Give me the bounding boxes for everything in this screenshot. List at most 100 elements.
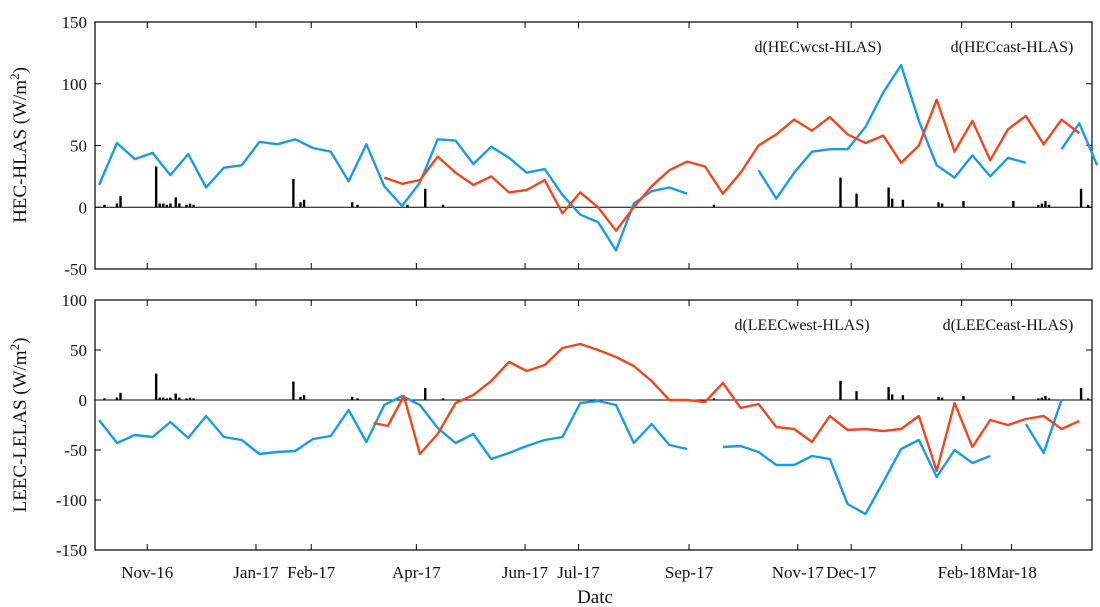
bar-top-33 bbox=[1044, 201, 1047, 208]
bar-bottom-24 bbox=[887, 387, 890, 400]
y-axis-title-main: LEEC-LELAS (W/m bbox=[10, 350, 31, 512]
y-tick-label-bottom-3: 0 bbox=[79, 391, 88, 410]
bar-bottom-15 bbox=[302, 395, 306, 400]
annotation-top-0: d(HECwcst-HLAS) bbox=[754, 39, 881, 56]
bar-top-4 bbox=[158, 203, 161, 208]
panel-top-hec-hlas: -50 0 50 100 150 d(HECwcst-HLAS) d(HECcast-HLA… bbox=[7, 13, 1099, 279]
bar-bottom-30 bbox=[1012, 396, 1015, 400]
series-east-bottom-segment-0 bbox=[373, 342, 1080, 473]
bar-bottom-23 bbox=[855, 391, 858, 400]
bar-bottom-1 bbox=[115, 397, 119, 400]
annotation-top-1: d(HECcast-HLAS) bbox=[951, 39, 1074, 56]
y-tick-label-bottom-1: -100 bbox=[56, 491, 87, 510]
y-axis-title-bottom: LEEC-LELAS (W/m2) bbox=[7, 338, 31, 513]
y-axis-title-end: ) bbox=[10, 67, 31, 73]
annotation-bottom-0: d(LEECwest-HLAS) bbox=[734, 317, 869, 334]
bar-bottom-20 bbox=[441, 398, 445, 400]
bar-top-36 bbox=[1087, 204, 1090, 208]
bar-bottom-26 bbox=[901, 395, 905, 400]
bar-bottom-28 bbox=[940, 397, 944, 400]
bar-bottom-25 bbox=[890, 394, 894, 400]
bar-top-34 bbox=[1047, 204, 1051, 208]
bar-bottom-27 bbox=[937, 396, 940, 400]
bar-bottom-21 bbox=[712, 398, 716, 400]
annotation-bottom-1: d(LEECeast-HLAS) bbox=[943, 317, 1074, 334]
bar-top-2 bbox=[119, 196, 122, 208]
bar-top-9 bbox=[178, 203, 181, 208]
bar-top-18 bbox=[406, 204, 409, 208]
bar-top-22 bbox=[839, 177, 842, 208]
plot-frame-bottom bbox=[94, 299, 1093, 551]
y-tick-label-top-4: 150 bbox=[62, 13, 88, 32]
bar-bottom-16 bbox=[350, 396, 354, 400]
bar-top-14 bbox=[299, 202, 302, 208]
x-tick-label-0: Nov-16 bbox=[121, 563, 173, 582]
bar-top-13 bbox=[292, 178, 295, 208]
y-tick-label-top-3: 100 bbox=[62, 75, 88, 94]
bar-bottom-12 bbox=[192, 398, 195, 400]
bar-top-31 bbox=[1037, 204, 1040, 208]
bar-bottom-4 bbox=[158, 397, 161, 400]
bar-bottom-34 bbox=[1047, 398, 1051, 400]
bar-top-3 bbox=[154, 166, 158, 208]
bar-top-1 bbox=[115, 203, 119, 208]
x-tick-label-2: Feb-17 bbox=[287, 563, 336, 582]
x-tick-label-7: Nov-17 bbox=[772, 563, 824, 582]
x-tick-label-5: Jul-17 bbox=[557, 563, 600, 582]
bar-top-19 bbox=[424, 188, 427, 208]
y-tick-label-top-2: 50 bbox=[70, 137, 87, 156]
series-west-top-segment-0 bbox=[97, 138, 688, 252]
series-west-top-segment-2 bbox=[1060, 122, 1099, 166]
x-tick-label-8: Dec-17 bbox=[826, 563, 877, 582]
bar-bottom-19 bbox=[424, 388, 427, 400]
bar-bottom-17 bbox=[356, 398, 359, 400]
x-tick-label-4: Jun-17 bbox=[502, 563, 549, 582]
x-tick-label-6: Sep-17 bbox=[665, 563, 714, 582]
plot-frame-top bbox=[94, 21, 1093, 270]
series-west-bottom-segment-2 bbox=[1024, 399, 1063, 455]
bar-top-8 bbox=[174, 197, 177, 208]
y-tick-label-bottom-4: 50 bbox=[70, 341, 87, 360]
bar-top-20 bbox=[441, 204, 445, 208]
bar-bottom-13 bbox=[292, 381, 295, 400]
bar-top-30 bbox=[1012, 201, 1015, 208]
bar-bottom-22 bbox=[839, 380, 842, 400]
bar-bottom-8 bbox=[174, 393, 177, 400]
bar-bottom-32 bbox=[1040, 397, 1044, 400]
bar-top-21 bbox=[712, 204, 716, 208]
bar-top-32 bbox=[1040, 203, 1044, 208]
bar-top-11 bbox=[188, 203, 192, 208]
bar-bottom-14 bbox=[299, 396, 302, 400]
bar-bottom-5 bbox=[162, 397, 165, 400]
bar-top-35 bbox=[1079, 188, 1083, 208]
bar-bottom-29 bbox=[962, 396, 965, 400]
bar-bottom-3 bbox=[154, 373, 158, 400]
bar-top-0 bbox=[103, 204, 106, 208]
bar-bottom-10 bbox=[185, 398, 188, 400]
bar-top-28 bbox=[940, 203, 944, 208]
y-axis-title-top: HEC-HLAS (W/m2) bbox=[7, 67, 31, 223]
bar-top-15 bbox=[302, 199, 306, 208]
y-axis-title-main: HEC-HLAS (W/m bbox=[10, 80, 31, 223]
x-tick-label-1: Jan-17 bbox=[233, 563, 279, 582]
y-axis-title-sup: 2 bbox=[7, 344, 22, 351]
bar-bottom-9 bbox=[178, 397, 181, 400]
y-tick-label-top-1: 0 bbox=[79, 198, 88, 217]
series-west-bottom-segment-1 bbox=[722, 438, 991, 516]
bar-bottom-31 bbox=[1037, 398, 1040, 400]
panel-bottom-leec-lelas: -150 -100 -50 0 50 100 d(LEECwest-HLAS) d(LEECe… bbox=[7, 291, 1093, 560]
x-tick-label-10: Mar-18 bbox=[986, 563, 1037, 582]
bar-top-5 bbox=[162, 203, 165, 208]
x-axis-title: Datc bbox=[577, 587, 613, 607]
y-axis-title-sup: 2 bbox=[7, 73, 22, 80]
series-west-bottom-segment-0 bbox=[98, 394, 688, 461]
bar-top-26 bbox=[901, 199, 905, 208]
y-tick-label-top-0: -50 bbox=[64, 260, 87, 279]
bar-top-16 bbox=[350, 202, 354, 208]
bar-bottom-7 bbox=[169, 397, 172, 400]
bar-bottom-11 bbox=[188, 397, 192, 400]
x-tick-label-9: Feb-18 bbox=[938, 563, 986, 582]
bar-bottom-6 bbox=[165, 398, 169, 400]
bar-top-23 bbox=[855, 193, 858, 208]
